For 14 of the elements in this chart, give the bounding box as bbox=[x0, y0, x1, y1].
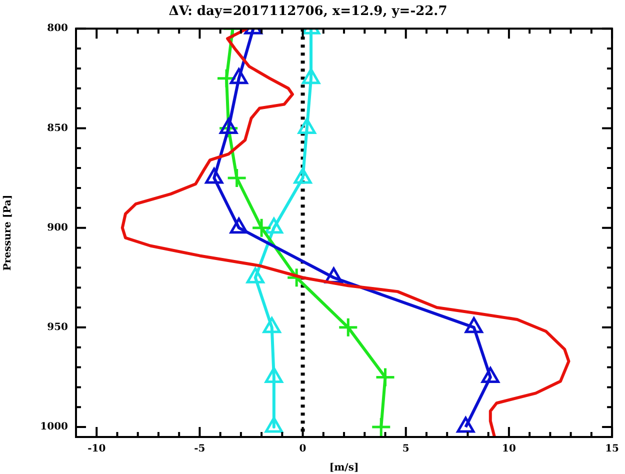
y-axis-title: Pressure [Pa] bbox=[2, 194, 14, 271]
x-tick-label: 10 bbox=[502, 444, 516, 455]
x-axis-title: [m/s] bbox=[329, 462, 359, 474]
chart-title: ΔV: day=2017112706, x=12.9, y=-22.7 bbox=[168, 4, 448, 20]
x-tick-label: -5 bbox=[194, 444, 206, 455]
y-tick-label: 1000 bbox=[40, 422, 68, 433]
x-tick-label: 0 bbox=[299, 444, 306, 455]
x-tick-label: -10 bbox=[88, 444, 106, 455]
y-tick-label: 800 bbox=[47, 23, 68, 34]
y-tick-label: 900 bbox=[47, 222, 68, 234]
x-tick-label: 15 bbox=[605, 444, 620, 455]
y-tick-label: 850 bbox=[47, 122, 68, 134]
y-tick-label: 950 bbox=[47, 322, 68, 334]
x-tick-label: 5 bbox=[402, 444, 410, 455]
